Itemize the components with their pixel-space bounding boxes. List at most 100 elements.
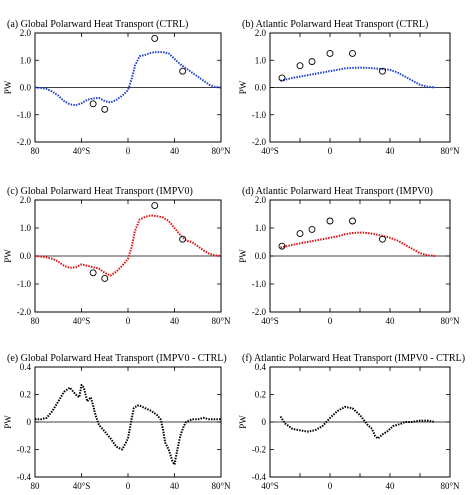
y-tick-label: 1.0 <box>255 223 267 233</box>
y-tick-label: 2.0 <box>20 195 32 205</box>
y-tick-label: -2.0 <box>17 137 32 147</box>
panel-title: (b) Atlantic Polarward Heat Transport (C… <box>242 19 428 30</box>
y-tick-label: -1.0 <box>17 110 32 120</box>
panel-a: (a) Global Polarward Heat Transport (CTR… <box>3 19 231 156</box>
panel-title: (e) Global Polarward Heat Transport (IMP… <box>7 353 227 364</box>
series-line <box>280 231 436 257</box>
x-tick-label: 40 <box>386 316 396 326</box>
x-tick-label: 0 <box>328 146 333 156</box>
x-tick-label: 0 <box>126 146 131 156</box>
y-tick-label: -1.0 <box>252 279 267 289</box>
y-axis-label: PW <box>3 249 13 263</box>
x-tick-label: 80°N <box>440 146 460 156</box>
x-tick-label: 40°S <box>73 316 91 326</box>
y-tick-label: 2.0 <box>255 195 267 205</box>
panel-b: (b) Atlantic Polarward Heat Transport (C… <box>238 19 460 156</box>
y-axis-label: PW <box>238 415 248 429</box>
y-axis-label: PW <box>238 249 248 263</box>
x-tick-label: 40°S <box>261 481 279 491</box>
x-tick-label: 0 <box>328 316 333 326</box>
x-tick-label: 40 <box>170 481 180 491</box>
x-tick-label: 40°S <box>73 146 91 156</box>
x-tick-label: 0 <box>126 316 131 326</box>
y-tick-label: 0.4 <box>255 362 267 372</box>
y-tick-label: 0.4 <box>20 362 32 372</box>
y-tick-label: 0.0 <box>255 251 267 261</box>
x-tick-label: 40 <box>386 481 396 491</box>
observation-point <box>89 269 97 277</box>
observation-point <box>179 235 187 243</box>
x-tick-label: 0 <box>126 481 131 491</box>
panel-f: (f) Atlantic Polarward Heat Transport (I… <box>238 353 465 491</box>
x-tick-label: 40 <box>170 316 180 326</box>
y-tick-label: 1.0 <box>255 55 267 65</box>
x-tick-label: 80°N <box>440 481 460 491</box>
series-line <box>279 405 436 440</box>
panel-c: (c) Global Polarward Heat Transport (IMP… <box>3 186 231 326</box>
panel-title: (d) Atlantic Polarward Heat Transport (I… <box>242 186 433 197</box>
series-line <box>34 214 222 277</box>
y-tick-label: 0 <box>262 417 267 427</box>
observation-point <box>101 105 109 113</box>
x-tick-label: 80 <box>31 481 41 491</box>
y-tick-label: 0.2 <box>20 390 31 400</box>
y-tick-label: 0.2 <box>255 390 266 400</box>
observation-point <box>308 225 316 233</box>
series-line <box>34 51 222 107</box>
y-tick-label: 0.0 <box>255 83 267 93</box>
y-axis-label: PW <box>238 80 248 94</box>
y-tick-label: -2.0 <box>17 307 32 317</box>
observation-point <box>326 49 334 57</box>
panel-title: (c) Global Polarward Heat Transport (IMP… <box>7 186 193 197</box>
observation-point <box>89 100 97 108</box>
x-tick-label: 0 <box>328 481 333 491</box>
y-tick-label: 0 <box>27 417 32 427</box>
panel-title: (f) Atlantic Polarward Heat Transport (I… <box>242 353 465 364</box>
panel-e: (e) Global Polarward Heat Transport (IMP… <box>3 353 231 491</box>
observation-point <box>326 217 334 225</box>
y-tick-label: -0.4 <box>17 472 32 482</box>
y-tick-label: -0.2 <box>252 445 266 455</box>
series-line <box>35 383 221 466</box>
y-axis-label: PW <box>3 415 13 429</box>
panel-title: (a) Global Polarward Heat Transport (CTR… <box>7 19 188 30</box>
y-tick-label: -2.0 <box>252 137 267 147</box>
x-tick-label: 80°N <box>211 316 231 326</box>
y-tick-label: -1.0 <box>252 110 267 120</box>
x-tick-label: 40°S <box>261 316 279 326</box>
y-tick-label: 0.0 <box>20 83 32 93</box>
x-tick-label: 40 <box>386 146 396 156</box>
observation-point <box>179 67 187 75</box>
x-tick-label: 80°N <box>440 316 460 326</box>
observation-point <box>379 235 386 243</box>
observation-point <box>349 217 356 225</box>
x-tick-label: 40°S <box>261 146 279 156</box>
series-line <box>280 66 436 89</box>
panel-d: (d) Atlantic Polarward Heat Transport (I… <box>238 186 460 326</box>
observation-point <box>379 67 386 75</box>
y-tick-label: -0.4 <box>252 472 267 482</box>
x-tick-label: 80 <box>31 316 41 326</box>
y-axis-label: PW <box>3 80 13 94</box>
observation-point <box>296 230 304 238</box>
observation-point <box>349 49 356 57</box>
y-tick-label: -1.0 <box>17 279 32 289</box>
x-tick-label: 80°N <box>211 481 231 491</box>
observation-point <box>278 242 286 250</box>
y-tick-label: 1.0 <box>20 223 32 233</box>
y-tick-label: -0.2 <box>17 445 31 455</box>
observation-point <box>296 62 304 70</box>
x-tick-label: 40°S <box>73 481 91 491</box>
y-tick-label: 0.0 <box>20 251 32 261</box>
observation-point <box>278 74 286 82</box>
observation-point <box>101 274 109 282</box>
x-tick-label: 80 <box>31 146 41 156</box>
observation-point <box>151 202 159 210</box>
x-tick-label: 40 <box>170 146 180 156</box>
observation-point <box>308 58 316 66</box>
y-tick-label: 2.0 <box>255 28 267 38</box>
y-tick-label: 2.0 <box>20 28 32 38</box>
observation-point <box>151 35 159 42</box>
x-tick-label: 80°N <box>211 146 231 156</box>
